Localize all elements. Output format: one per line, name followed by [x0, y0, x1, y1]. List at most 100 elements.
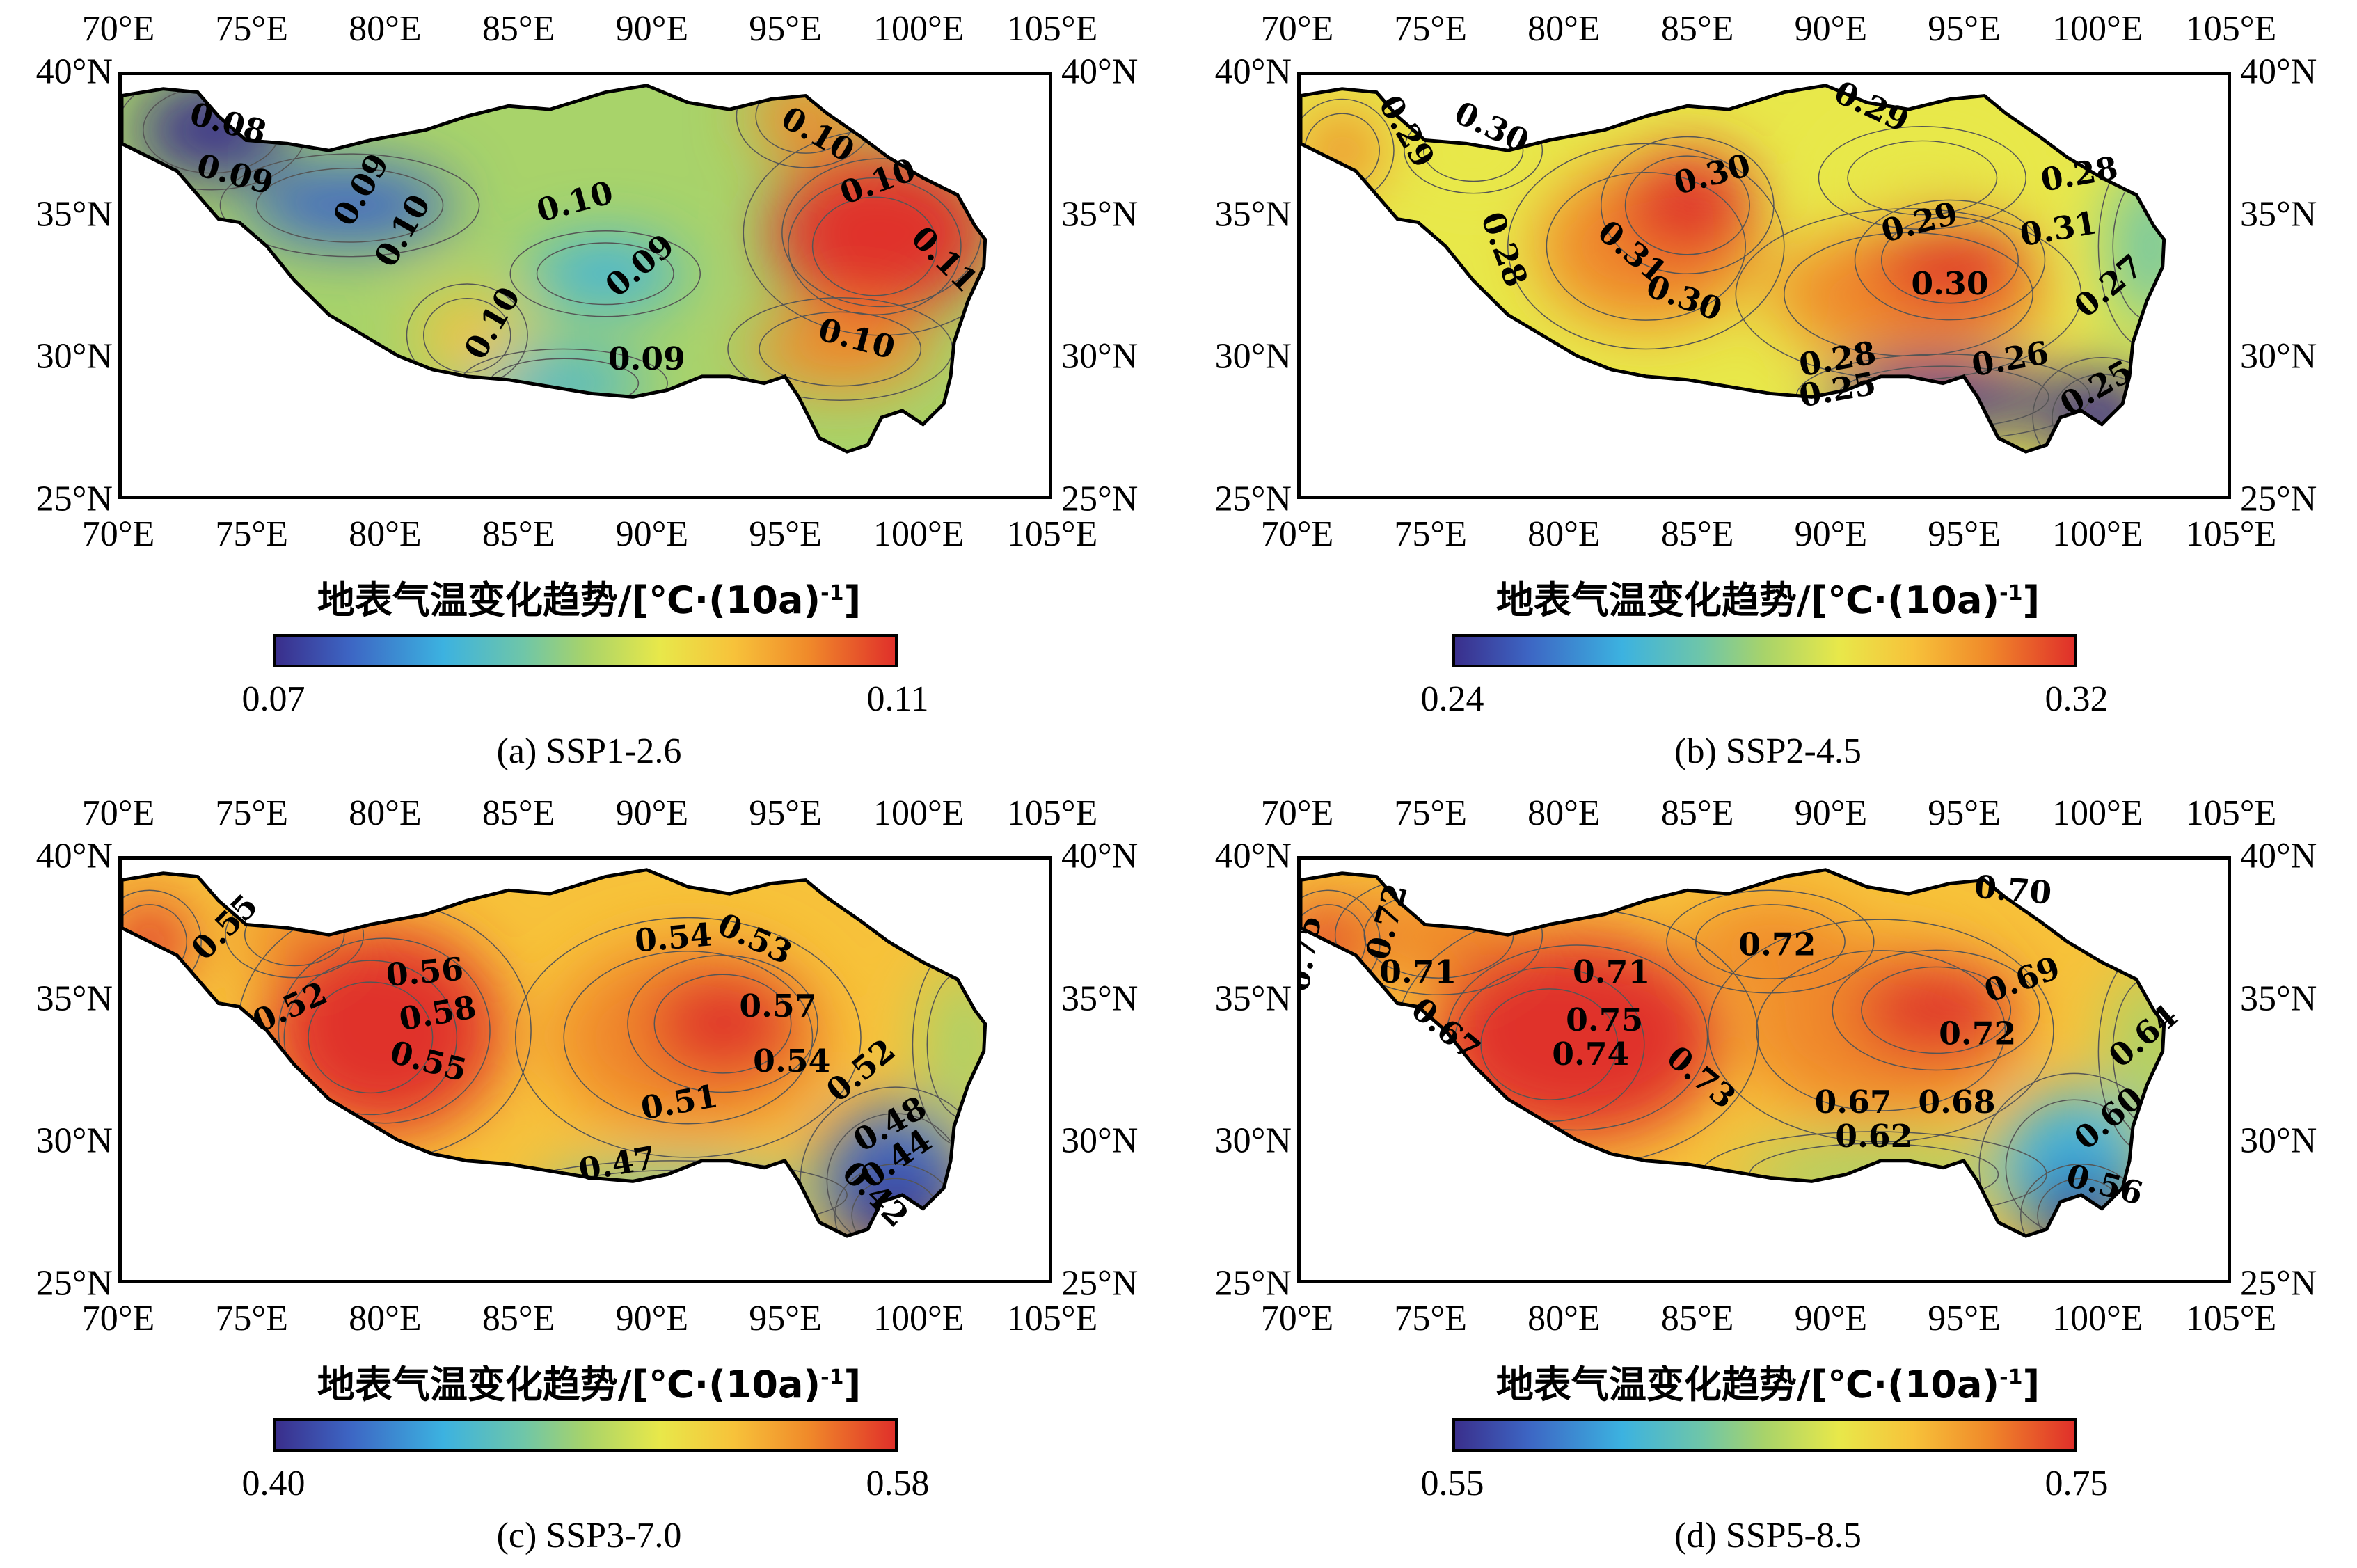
- lon-tick-label: 85°E: [1660, 793, 1734, 833]
- lon-tick-label: 90°E: [615, 514, 689, 554]
- colorbar-title: 地表气温变化趋势/[℃·(10a)-1]: [1495, 578, 2040, 622]
- lon-tick-label: 85°E: [1660, 9, 1734, 49]
- plateau-boundary: [1301, 868, 2166, 1238]
- plateau-boundary: [122, 868, 987, 1238]
- colorbar: [273, 1418, 898, 1452]
- lon-tick-label: 95°E: [1928, 9, 2001, 49]
- map-frame: 0.08 0.09 0.09 0.10 0.10 0.10 0.10 0.09 0.09 0.10…: [118, 72, 1052, 499]
- trend-map: 0.29 0.30 0.290.300.280.280.310.300.29 0.31…: [1301, 75, 2166, 454]
- field-anomaly: [418, 294, 516, 377]
- lon-tick-label: 105°E: [2185, 793, 2277, 833]
- top-longitude-axis: 70°E 75°E 80°E 85°E 90°E 95°E 100°E 105°…: [1261, 8, 2277, 50]
- contour-line: [1784, 232, 2033, 357]
- top-longitude-axis: 70°E 75°E 80°E 85°E 90°E 95°E 100°E 105°…: [1261, 793, 2277, 834]
- map-frame: 0.72 0.70 0.75 0.71 0.72 0.71 0.69 0.67 0.75 0.72…: [1297, 856, 2231, 1283]
- colorbar: [273, 634, 898, 667]
- top-longitude-axis: 70°E 75°E 80°E 85°E 90°E 95°E 100°E 105°…: [82, 8, 1098, 50]
- field-anomaly: [646, 969, 799, 1079]
- contour-value-label: 0.75: [1566, 1001, 1643, 1038]
- contour-line: [536, 242, 674, 306]
- contour-line: [1861, 966, 2012, 1054]
- contour-line: [1480, 988, 1619, 1101]
- contour-line: [2032, 357, 2164, 452]
- lon-tick-label: 85°E: [482, 793, 555, 833]
- lon-tick-label: 80°E: [1527, 793, 1601, 833]
- contour-value-label: 0.74: [1552, 1035, 1629, 1072]
- contour-value-label: 0.54: [633, 915, 713, 959]
- panel-b: 70°E 75°E 80°E 85°E 90°E 95°E 100°E 105°…: [1179, 0, 2357, 784]
- plateau-boundary: [1301, 84, 2166, 454]
- contour-value-label: 0.70: [1973, 868, 2053, 912]
- lat-tick-label: 25°N: [1061, 1263, 1138, 1304]
- lat-tick-label: 40°N: [2240, 52, 2317, 92]
- lon-tick-label: 90°E: [1794, 1299, 1868, 1338]
- contour-line: [1507, 143, 1785, 350]
- panel-caption: (a) SSP1-2.6: [496, 731, 682, 771]
- lat-tick-label: 30°N: [2240, 1120, 2317, 1161]
- contour-line: [1832, 949, 2040, 1071]
- lon-tick-label: 90°E: [615, 793, 689, 833]
- lon-tick-label: 100°E: [873, 514, 965, 554]
- lat-tick-label: 40°N: [1061, 836, 1138, 876]
- lon-tick-label: 100°E: [2052, 793, 2143, 833]
- lon-tick-label: 70°E: [1260, 1299, 1334, 1338]
- lon-tick-label: 105°E: [2185, 514, 2277, 554]
- lat-tick-label: 40°N: [2240, 836, 2317, 876]
- colorbar-title: 地表气温变化趋势/[℃·(10a)-1]: [317, 1363, 862, 1407]
- field-anomaly: [301, 976, 440, 1100]
- colorbar-title: 地表气温变化趋势/[℃·(10a)-1]: [317, 578, 862, 622]
- lat-tick-label: 30°N: [35, 336, 113, 377]
- contour-line: [509, 230, 701, 317]
- lon-tick-label: 80°E: [349, 1299, 422, 1338]
- contour-value-label: 0.62: [1835, 1117, 1912, 1155]
- field-anomaly: [2109, 164, 2164, 328]
- left-latitude-axis: 40°N 35°N 30°N 25°N: [1187, 837, 1292, 1304]
- lon-tick-label: 85°E: [482, 9, 555, 49]
- right-latitude-axis: 40°N 35°N 30°N 25°N: [1061, 837, 1166, 1304]
- lon-tick-label: 80°E: [1527, 1299, 1601, 1338]
- lon-tick-label: 105°E: [1006, 1299, 1098, 1338]
- right-latitude-axis: 40°N 35°N 30°N 25°N: [1061, 52, 1166, 519]
- lon-tick-label: 80°E: [349, 793, 422, 833]
- contour-line: [1546, 171, 1746, 321]
- contour-line: [1818, 126, 2026, 230]
- field-anomaly: [2109, 969, 2164, 1134]
- contour-line: [308, 981, 434, 1094]
- left-latitude-axis: 40°N 35°N 30°N 25°N: [1187, 52, 1292, 519]
- lat-tick-label: 30°N: [35, 1120, 113, 1161]
- contour-line: [811, 196, 937, 296]
- temperature-field: [122, 869, 985, 1237]
- contour-line: [563, 951, 814, 1125]
- lat-tick-label: 40°N: [1214, 836, 1292, 876]
- bottom-longitude-axis: 70°E 75°E 80°E 85°E 90°E 95°E 100°E 105°…: [82, 1298, 1098, 1340]
- contour-line: [219, 153, 480, 258]
- lat-tick-label: 40°N: [1061, 52, 1138, 92]
- lon-tick-label: 75°E: [215, 793, 288, 833]
- lon-tick-label: 100°E: [2052, 514, 2143, 554]
- lon-tick-label: 95°E: [1928, 793, 2001, 833]
- lon-tick-label: 85°E: [1660, 514, 1734, 554]
- contour-line: [1978, 1072, 2164, 1237]
- contour-line: [1695, 904, 1846, 979]
- contour-line: [1707, 919, 2054, 1143]
- lon-tick-label: 100°E: [873, 1299, 965, 1338]
- contour-value-label: 0.68: [1918, 1083, 1995, 1120]
- contour-line: [1624, 155, 1750, 255]
- lon-tick-label: 75°E: [1394, 1299, 1467, 1338]
- field-anomaly: [750, 308, 930, 390]
- bottom-longitude-axis: 70°E 75°E 80°E 85°E 90°E 95°E 100°E 105°…: [1261, 1298, 2277, 1340]
- lon-tick-label: 75°E: [215, 1299, 288, 1338]
- panel-caption: (d) SSP5-8.5: [1674, 1516, 1862, 1555]
- field-anomaly: [246, 164, 454, 246]
- field-anomaly: [923, 962, 985, 1127]
- field-anomaly: [529, 239, 681, 308]
- colorbar-max-label: 0.11: [866, 679, 929, 719]
- colorbar-min-label: 0.55: [1420, 1464, 1484, 1503]
- lat-tick-label: 35°N: [35, 194, 113, 235]
- contour-value-label: 0.30: [1911, 264, 1988, 302]
- left-latitude-axis: 40°N 35°N 30°N 25°N: [8, 52, 113, 519]
- colorbar-min-label: 0.24: [1420, 679, 1484, 719]
- lon-tick-label: 70°E: [81, 514, 155, 554]
- lon-tick-label: 70°E: [1260, 793, 1334, 833]
- lat-tick-label: 35°N: [2240, 194, 2317, 235]
